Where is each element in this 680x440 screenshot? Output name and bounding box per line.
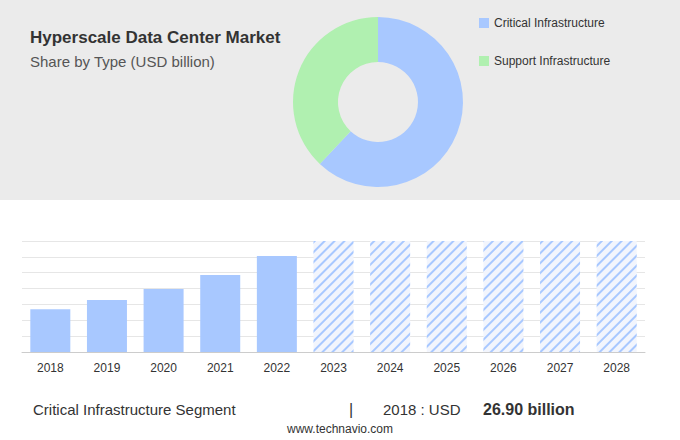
- svg-text:Hyperscale Data Center Market: Hyperscale Data Center Market: [30, 28, 281, 47]
- svg-text:Support Infrastructure: Support Infrastructure: [494, 54, 610, 68]
- svg-text:Critical Infrastructure: Critical Infrastructure: [494, 16, 605, 30]
- svg-text:2028: 2028: [603, 361, 630, 375]
- svg-text:2019: 2019: [94, 361, 121, 375]
- svg-text:2025: 2025: [433, 361, 460, 375]
- svg-text:2026: 2026: [490, 361, 517, 375]
- svg-text:2023: 2023: [320, 361, 347, 375]
- svg-text:2021: 2021: [207, 361, 234, 375]
- svg-text:Critical Infrastructure Segmen: Critical Infrastructure Segment: [33, 401, 236, 418]
- svg-text:www.technavio.com: www.technavio.com: [286, 422, 393, 436]
- svg-text:26.90 billion: 26.90 billion: [483, 401, 575, 418]
- svg-text:2020: 2020: [150, 361, 177, 375]
- svg-text:|: |: [349, 401, 353, 418]
- svg-text:2022: 2022: [264, 361, 291, 375]
- svg-text:Share by Type (USD billion): Share by Type (USD billion): [30, 53, 215, 70]
- svg-text:2018 : USD: 2018 : USD: [383, 401, 461, 418]
- svg-text:2027: 2027: [547, 361, 574, 375]
- svg-text:2018: 2018: [37, 361, 64, 375]
- svg-text:2024: 2024: [377, 361, 404, 375]
